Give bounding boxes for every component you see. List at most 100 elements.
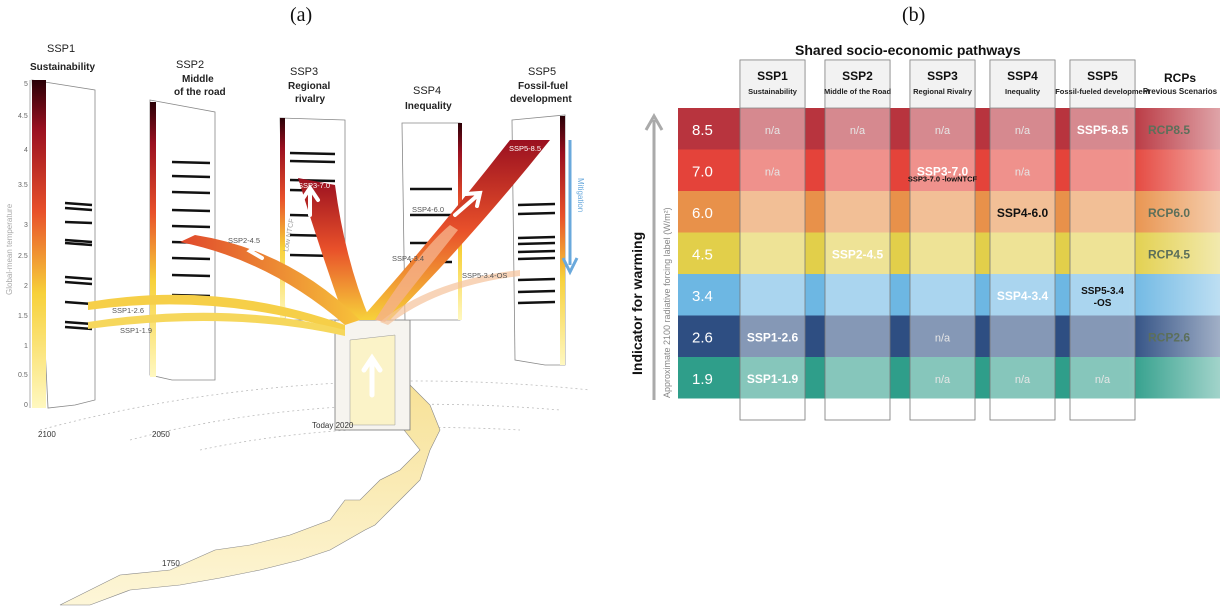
rcp-header: RCPs: [1164, 71, 1196, 85]
scenario-cell: SSP5-8.5: [1077, 123, 1129, 137]
forcing-sublabel: Approximate 2100 radiative forcing label…: [662, 207, 672, 398]
svg-text:1: 1: [24, 343, 28, 350]
ssp-column-name: Middle of the Road: [824, 87, 891, 96]
svg-text:SSP5-8.5: SSP5-8.5: [509, 144, 541, 153]
svg-text:Fossil-fuel: Fossil-fuel: [518, 81, 568, 92]
panel-b-label: (b): [902, 4, 926, 26]
svg-text:2050: 2050: [152, 430, 170, 439]
ground-arcs: [39, 380, 591, 451]
forcing-rows: 8.5 RCP8.5 7.0 6.0 RCP6.0 4.5 RCP4.5 3.4 2.6 RCP2…: [678, 108, 1220, 399]
svg-text:4.5: 4.5: [18, 113, 28, 120]
panel-a-diagram: Mitigation 0 0.5 1 1.5 2 2.5 3 3.5 4 4.5…: [5, 43, 591, 606]
ssp-column-name: Inequality: [1005, 87, 1041, 96]
svg-text:SSP1: SSP1: [47, 43, 75, 55]
warming-indicator-label: Indicator for warming: [629, 232, 645, 375]
ssp-column-code: SSP4: [1007, 69, 1038, 83]
scenario-cell: SSP4-3.4: [997, 289, 1049, 303]
svg-text:SSP5: SSP5: [528, 66, 556, 78]
na-cell: n/a: [765, 125, 781, 137]
flow-ssp4-60: [375, 225, 458, 322]
svg-text:SSP2: SSP2: [176, 59, 204, 71]
ssp-titles: SSP1 Sustainability SSP2 Middle of the r…: [30, 43, 572, 112]
svg-text:5: 5: [24, 81, 28, 88]
svg-text:Regional: Regional: [288, 81, 330, 92]
flow-ssp5-34: [380, 270, 520, 325]
svg-text:3: 3: [24, 222, 28, 229]
svg-text:SSP4: SSP4: [413, 85, 441, 97]
arrow-ssp3-icon: [300, 184, 320, 217]
ssp-column-name: Regional Rivalry: [913, 87, 973, 96]
mitigation-arrow: Mitigation: [561, 140, 585, 276]
svg-text:Middle: Middle: [182, 74, 214, 85]
up-arrow-icon: [361, 353, 383, 398]
scenario-cell: SSP4-6.0: [997, 206, 1049, 220]
svg-text:Sustainability: Sustainability: [30, 62, 95, 73]
svg-text:development: development: [510, 94, 572, 105]
svg-text:SSP4-6.0: SSP4-6.0: [412, 205, 444, 214]
rcp-label: RCP2.6: [1148, 330, 1190, 344]
ssp-column-card: [739, 59, 806, 421]
panel-a-label: (a): [290, 4, 313, 26]
svg-text:4: 4: [24, 147, 28, 154]
na-cell: n/a: [1015, 125, 1031, 137]
svg-text:1750: 1750: [162, 559, 180, 568]
ssp-column-name: Sustainability: [748, 87, 798, 96]
rcp-subheader: Previous Scenarios: [1143, 87, 1218, 96]
svg-text:of the road: of the road: [174, 87, 226, 98]
arrow-ssp5-icon: [453, 190, 483, 217]
na-cell: n/a: [935, 125, 951, 137]
svg-text:0.5: 0.5: [18, 372, 28, 379]
svg-text:0: 0: [24, 402, 28, 409]
ssp-column-code: SSP3: [927, 69, 958, 83]
scenario-flows: [88, 140, 550, 336]
forcing-label: 2.6: [692, 329, 713, 346]
svg-text:2: 2: [24, 283, 28, 290]
svg-text:2.5: 2.5: [18, 253, 28, 260]
rcp-label: RCP4.5: [1148, 247, 1190, 261]
forcing-label: 3.4: [692, 288, 713, 305]
year-labels: 2100 2050 Today 2020 1750: [38, 421, 354, 568]
svg-text:Today 2020: Today 2020: [312, 421, 354, 430]
na-cell: n/a: [1015, 166, 1031, 178]
scenario-cell: -OS: [1094, 298, 1112, 309]
svg-text:SSP4-3.4: SSP4-3.4: [392, 254, 424, 263]
svg-text:1.5: 1.5: [18, 313, 28, 320]
scenario-cell: SSP1-1.9: [747, 372, 799, 386]
ssp-columns: SSP1 Sustainability SSP2 Middle of the Road…: [739, 59, 1218, 421]
svg-text:SSP1-1.9: SSP1-1.9: [120, 326, 152, 335]
scenario-cell: SSP1-2.6: [747, 330, 799, 344]
ssp-column-card: [1069, 59, 1136, 421]
mitigation-label: Mitigation: [576, 178, 585, 212]
scenario-cell: SSP3-7.0: [917, 164, 969, 178]
temperature-axis: 0 0.5 1 1.5 2 2.5 3 3.5 4 4.5 5 Global-m…: [5, 80, 31, 409]
lowntcf-note: SSP3-7.0 -lowNTCF: [908, 175, 978, 184]
svg-text:2100: 2100: [38, 430, 56, 439]
ssp-column-card: [909, 59, 976, 421]
ssp-column-code: SSP2: [842, 69, 873, 83]
forcing-label: 4.5: [692, 246, 713, 263]
cell-labels: n/a n/a n/a n/a SSP5-8.5 n/a SSP3-7.0 n/a SSP4-6…: [747, 123, 1129, 386]
svg-text:SSP1-2.6: SSP1-2.6: [112, 306, 144, 315]
ssp-walls: [31, 79, 566, 409]
svg-text:Inequality: Inequality: [405, 101, 452, 112]
flow-ssp3: [298, 178, 370, 320]
na-cell: n/a: [935, 332, 951, 344]
rcp-label: RCP6.0: [1148, 206, 1190, 220]
forcing-label: 8.5: [692, 122, 713, 139]
forcing-label: 7.0: [692, 163, 713, 180]
forcing-label: 1.9: [692, 371, 713, 388]
arrow-ssp2-icon: [246, 238, 277, 260]
svg-text:SSP3-7.0: SSP3-7.0: [298, 181, 330, 190]
svg-text:SSP3: SSP3: [290, 66, 318, 78]
warming-axis: Indicator for warming Approximate 2100 r…: [629, 112, 672, 400]
na-cell: n/a: [1095, 374, 1111, 386]
ssp-column-name: Fossil-fueled development: [1055, 87, 1150, 96]
flow-ssp1-19: [88, 312, 345, 336]
na-cell: n/a: [850, 125, 866, 137]
svg-text:SSP5-3.4-OS: SSP5-3.4-OS: [462, 271, 507, 280]
ssp-column-card: [989, 59, 1056, 421]
ssp-column-code: SSP1: [757, 69, 788, 83]
na-cell: n/a: [765, 166, 781, 178]
ssp-column-code: SSP5: [1087, 69, 1118, 83]
na-cell: n/a: [935, 374, 951, 386]
